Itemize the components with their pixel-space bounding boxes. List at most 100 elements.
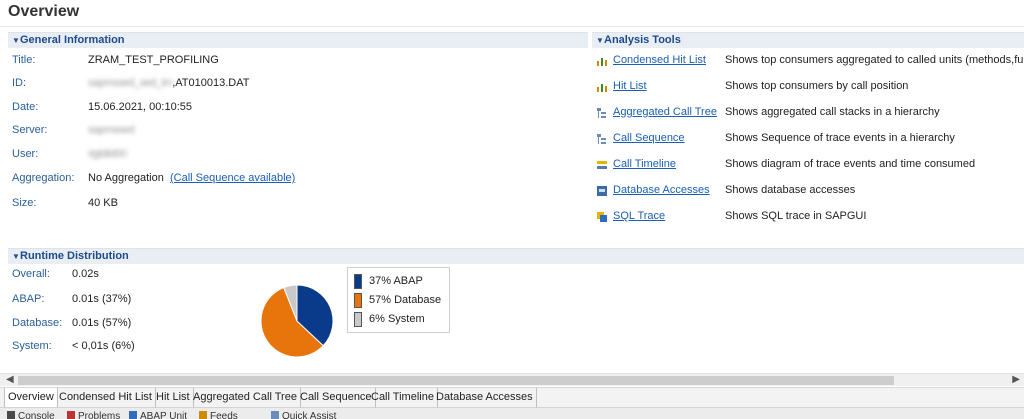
field-label: Date: — [12, 101, 39, 113]
bar-chart-icon — [596, 55, 608, 67]
view-icon — [271, 411, 279, 419]
field-label: Size: — [12, 197, 37, 209]
analysis-tool-row: Aggregated Call Tree Shows aggregated cal… — [596, 105, 1024, 121]
pie-slice-abap — [296, 284, 334, 347]
redacted-value: sapmssed — [88, 124, 135, 136]
horizontal-scrollbar[interactable]: ◀ ▶ — [0, 373, 1024, 386]
redacted-value: rigtdtd00 — [88, 148, 127, 160]
tab-call-sequence[interactable]: Call Sequence — [297, 388, 376, 408]
runtime-distribution-title: Runtime Distribution — [20, 250, 129, 262]
redacted-value: sapmssed_sed_lm — [88, 77, 173, 89]
timeline-icon — [596, 159, 608, 171]
tree-icon — [596, 133, 608, 145]
field-value: ZRAM_TEST_PROFILING — [88, 54, 219, 66]
scroll-left-icon[interactable]: ◀ — [6, 374, 14, 385]
general-info-header[interactable]: ▼ General Information — [8, 32, 588, 48]
database-icon — [596, 185, 608, 197]
scroll-right-icon[interactable]: ▶ — [1012, 374, 1020, 385]
collapse-icon[interactable]: ▼ — [12, 252, 20, 261]
analysis-tool-row: Database Accesses Shows database accesses — [596, 183, 1024, 199]
tab-condensed-hit-list[interactable]: Condensed Hit List — [56, 388, 156, 408]
analysis-tool-row: SQL Trace Shows SQL trace in SAPGUI — [596, 209, 1024, 225]
analysis-tool-link[interactable]: Condensed Hit List — [613, 54, 706, 66]
collapse-icon[interactable]: ▼ — [596, 36, 604, 45]
collapse-icon[interactable]: ▼ — [12, 36, 20, 45]
field-value: sapmssed — [88, 124, 135, 136]
field-value-text: ZRAM_TEST_PROFILING — [88, 54, 219, 66]
legend-swatch — [354, 293, 362, 308]
field-value: sapmssed_sed_lm,AT010013.DAT — [88, 77, 249, 89]
field-value: 15.06.2021, 00:10:55 — [88, 101, 192, 113]
tab-overview[interactable]: Overview — [4, 388, 58, 408]
field-label: Aggregation: — [12, 172, 75, 184]
analysis-tools-title: Analysis Tools — [604, 34, 681, 46]
legend-label: 6% System — [369, 313, 425, 325]
editor-tab-bar: Overview Condensed Hit List Hit List Aggreg… — [0, 387, 1024, 408]
view-icon — [129, 411, 137, 419]
analysis-tool-description: Shows database accesses — [725, 184, 856, 196]
bar-chart-icon — [596, 81, 608, 93]
field-value: 40 KB — [88, 197, 118, 209]
runtime-label: Overall: — [12, 268, 50, 280]
runtime-distribution-header[interactable]: ▼ Runtime Distribution — [8, 248, 1024, 264]
field-label: Title: — [12, 54, 36, 66]
analysis-tools-header[interactable]: ▼ Analysis Tools — [592, 32, 1024, 48]
analysis-tool-description: Shows top consumers aggregated to called… — [725, 54, 1024, 66]
field-value-text: 40 KB — [88, 197, 118, 209]
call-sequence-link[interactable]: (Call Sequence available) — [169, 172, 296, 184]
scrollbar-thumb[interactable] — [18, 376, 894, 385]
legend-label: 37% ABAP — [369, 275, 423, 287]
bottom-view-tab[interactable]: Console — [18, 411, 55, 419]
analysis-tool-row: Call Timeline Shows diagram of trace even… — [596, 157, 1024, 173]
field-value-text: ,AT010013.DAT — [172, 77, 250, 89]
field-value-text: 15.06.2021, 00:10:55 — [88, 101, 192, 113]
runtime-value: < 0,01s (6%) — [72, 340, 135, 352]
tab-aggregated-call-tree[interactable]: Aggregated Call Tree — [190, 388, 301, 408]
tab-database-accesses[interactable]: Database Accesses — [433, 388, 537, 408]
bottom-view-tab[interactable]: Problems — [78, 411, 121, 419]
view-icon — [7, 411, 15, 419]
runtime-label: ABAP: — [12, 293, 45, 305]
analysis-tool-link[interactable]: Call Sequence — [613, 132, 685, 144]
runtime-value: 0.01s (37%) — [72, 293, 132, 305]
view-icon — [67, 411, 75, 419]
legend-swatch — [354, 274, 362, 289]
analysis-tool-link[interactable]: Database Accesses — [613, 184, 710, 196]
analysis-tool-description: Shows aggregated call stacks in a hierar… — [725, 106, 940, 118]
analysis-tool-row: Hit List Shows top consumers by call posi… — [596, 79, 1024, 95]
bottom-view-tab[interactable]: Quick Assist — [282, 411, 337, 419]
view-icon — [199, 411, 207, 419]
field-label: Server: — [12, 124, 48, 136]
runtime-label: System: — [12, 340, 52, 352]
field-value-text: No Aggregation — [88, 172, 164, 184]
analysis-tool-description: Shows top consumers by call position — [725, 80, 909, 92]
runtime-label: Database: — [12, 317, 63, 329]
pie-slice-database — [260, 286, 324, 358]
analysis-tool-description: Shows Sequence of trace events in a hier… — [725, 132, 955, 144]
sql-trace-icon — [596, 211, 608, 223]
bottom-view-tab[interactable]: ABAP Unit — [140, 411, 188, 419]
analysis-tool-link[interactable]: SQL Trace — [613, 210, 666, 222]
runtime-value: 0.01s (57%) — [72, 317, 132, 329]
analysis-tool-link[interactable]: Call Timeline — [613, 158, 676, 170]
analysis-tool-link[interactable]: Hit List — [613, 80, 647, 92]
title-separator — [0, 26, 1024, 27]
analysis-tool-description: Shows diagram of trace events and time c… — [725, 158, 976, 170]
tab-call-timeline[interactable]: Call Timeline — [368, 388, 438, 408]
analysis-tool-row: Call Sequence Shows Sequence of trace eve… — [596, 131, 1024, 147]
runtime-pie-chart — [260, 284, 334, 358]
field-value: rigtdtd00 — [88, 148, 127, 160]
general-info-title: General Information — [20, 34, 125, 46]
bottom-view-tab[interactable]: Feeds — [210, 411, 238, 419]
analysis-tool-row: Condensed Hit List Shows top consumers ag… — [596, 53, 1024, 69]
runtime-value: 0.02s — [72, 268, 99, 280]
pie-legend: 37% ABAP 57% Database 6% System — [347, 267, 450, 333]
legend-label: 57% Database — [369, 294, 442, 306]
legend-swatch — [354, 312, 362, 327]
tab-hit-list[interactable]: Hit List — [153, 388, 194, 408]
page-title: Overview — [8, 3, 80, 20]
tree-icon — [596, 107, 608, 119]
field-label: User: — [12, 148, 39, 160]
analysis-tool-description: Shows SQL trace in SAPGUI — [725, 210, 867, 222]
analysis-tool-link[interactable]: Aggregated Call Tree — [613, 106, 717, 118]
